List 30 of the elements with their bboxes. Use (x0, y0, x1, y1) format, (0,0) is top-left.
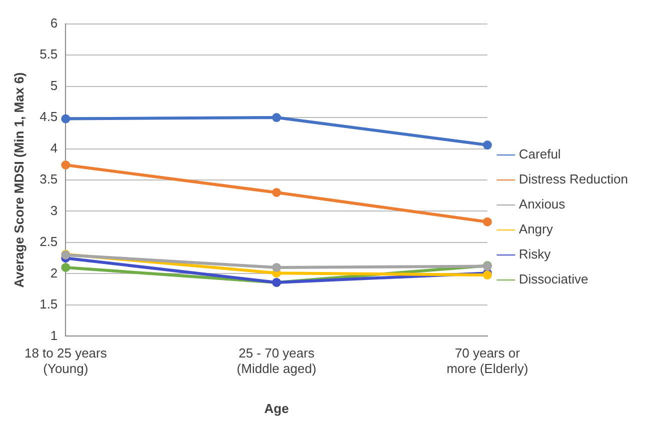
y-axis-title: Average Score MDSI (Min 1, Max 6) (11, 72, 26, 288)
legend-label: Angry (518, 222, 554, 237)
y-tick-label: 2 (50, 265, 58, 280)
x-tick-label: 70 years or more (Elderly) (446, 346, 528, 376)
x-tick-label: 25 - 70 years (Middle aged) (236, 346, 316, 376)
point (61, 262, 70, 272)
point (272, 188, 282, 197)
legend-label: Anxious (518, 196, 566, 212)
legend-label: Distress Reduction (518, 172, 628, 187)
y-tick-label: 3 (50, 202, 58, 218)
y-tick-label: 5 (50, 78, 58, 93)
x-axis-title: Age (264, 400, 289, 416)
y-tick-label: 1.5 (40, 296, 58, 312)
point (272, 262, 282, 272)
point (482, 217, 492, 226)
point (272, 113, 282, 122)
legend-label: Careful (518, 146, 561, 162)
y-tick-label: 5.5 (40, 46, 58, 62)
y-tick-label: 3.5 (40, 172, 58, 187)
point (61, 160, 70, 170)
y-tick-label: 2.5 (40, 234, 58, 250)
point (482, 140, 492, 150)
y-tick-label: 6 (50, 15, 58, 30)
y-tick-label: 4 (50, 140, 58, 156)
legend-label: Dissociative (518, 272, 588, 287)
legend-label: Risky (518, 246, 552, 262)
y-tick-label: 4.5 (40, 109, 58, 124)
point (61, 114, 70, 124)
y-tick-label: 1 (50, 328, 58, 343)
x-tick-label: 18 to 25 years (Young) (24, 346, 108, 376)
